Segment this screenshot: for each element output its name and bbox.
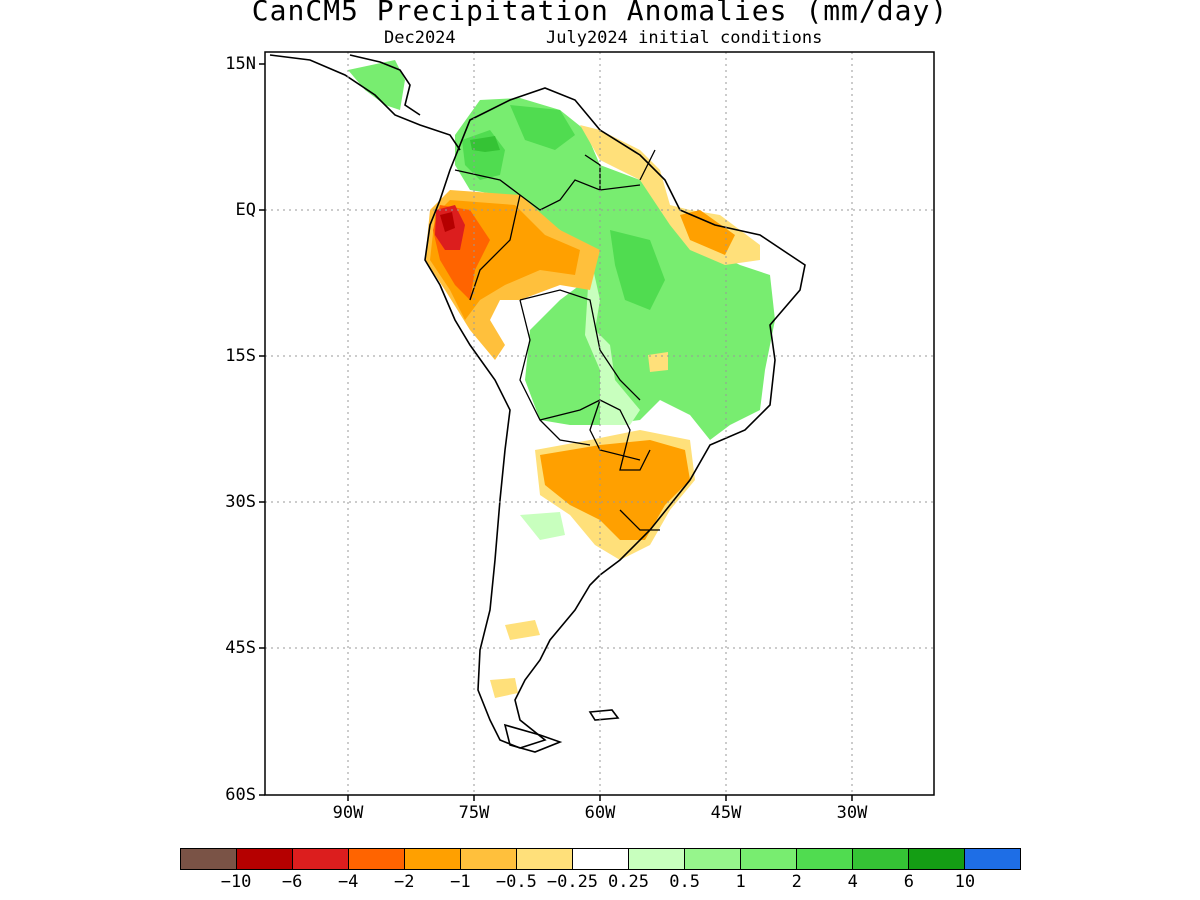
legend-swatch [685, 849, 741, 869]
dry-field-amapa [680, 210, 735, 255]
legend-label: 4 [847, 872, 858, 892]
lon-label-90w: 90W [332, 803, 364, 823]
legend-swatch [293, 849, 349, 869]
subtitle-forecast-month: Dec2024 [384, 28, 456, 48]
wet-faint-ring [585, 255, 640, 425]
lon-label-45w: 45W [710, 803, 742, 823]
wet-strong-amazon [610, 230, 665, 310]
legend-swatch [461, 849, 517, 869]
lat-label-15n: 15N [225, 54, 256, 74]
dry-field-laplata-core [540, 440, 690, 540]
gridlines [265, 52, 934, 795]
chart-title: CanCM5 Precipitation Anomalies (mm/day) [251, 0, 949, 27]
lat-label-60s: 60S [225, 785, 256, 805]
lat-label-15s: 15S [225, 346, 256, 366]
legend-label: 0.5 [669, 872, 700, 892]
tierra-del-fuego [503, 723, 563, 753]
legend-swatch [741, 849, 797, 869]
axis-ticks [259, 63, 853, 801]
legend-label: 10 [954, 872, 976, 892]
legend-label: −2 [394, 872, 415, 892]
legend-swatch [517, 849, 573, 869]
lat-label-eq: EQ [235, 200, 256, 220]
wet-field-central-america [348, 60, 405, 110]
legend-label: −0.5 [495, 872, 537, 892]
lon-label-60w: 60W [584, 803, 616, 823]
legend-label: −4 [337, 872, 359, 892]
legend-label: −0.25 [546, 872, 599, 892]
wet-faint-south [520, 512, 565, 540]
central-america-caribbean-coast [349, 54, 421, 116]
dry-field-patagonia [490, 678, 518, 698]
legend-label: −6 [281, 872, 303, 892]
legend-swatch [797, 849, 853, 869]
dry-field-brazil-small [648, 352, 668, 372]
legend-swatch [909, 849, 965, 869]
dry-field-ecuador-darkred [440, 212, 455, 232]
legend-label: 0.25 [608, 872, 649, 892]
dry-field-south-small [505, 620, 540, 640]
color-legend [180, 848, 1021, 870]
subtitle-initial-conditions: July2024 initial conditions [546, 28, 823, 48]
legend-label: 6 [903, 872, 914, 892]
legend-swatch [237, 849, 293, 869]
legend-swatch [573, 849, 629, 869]
wet-field-north [455, 98, 775, 440]
central-america-coastline [269, 54, 461, 151]
wet-strong-venezuela [510, 105, 575, 150]
legend-swatch [965, 849, 1020, 869]
wet-max-colombia [470, 136, 500, 152]
falklands [588, 709, 620, 721]
anomaly-fields [348, 60, 775, 698]
legend-label: 2 [791, 872, 802, 892]
legend-label: −1 [450, 872, 471, 892]
legend-swatch [405, 849, 461, 869]
legend-swatch [629, 849, 685, 869]
lat-label-45s: 45S [225, 638, 256, 658]
legend-swatch [853, 849, 909, 869]
legend-swatch [181, 849, 237, 869]
lon-label-75w: 75W [458, 803, 490, 823]
legend-label: −10 [220, 872, 252, 892]
lat-label-30s: 30S [225, 492, 256, 512]
legend-label: 1 [735, 872, 746, 892]
legend-swatch [349, 849, 405, 869]
lon-label-30w: 30W [836, 803, 868, 823]
